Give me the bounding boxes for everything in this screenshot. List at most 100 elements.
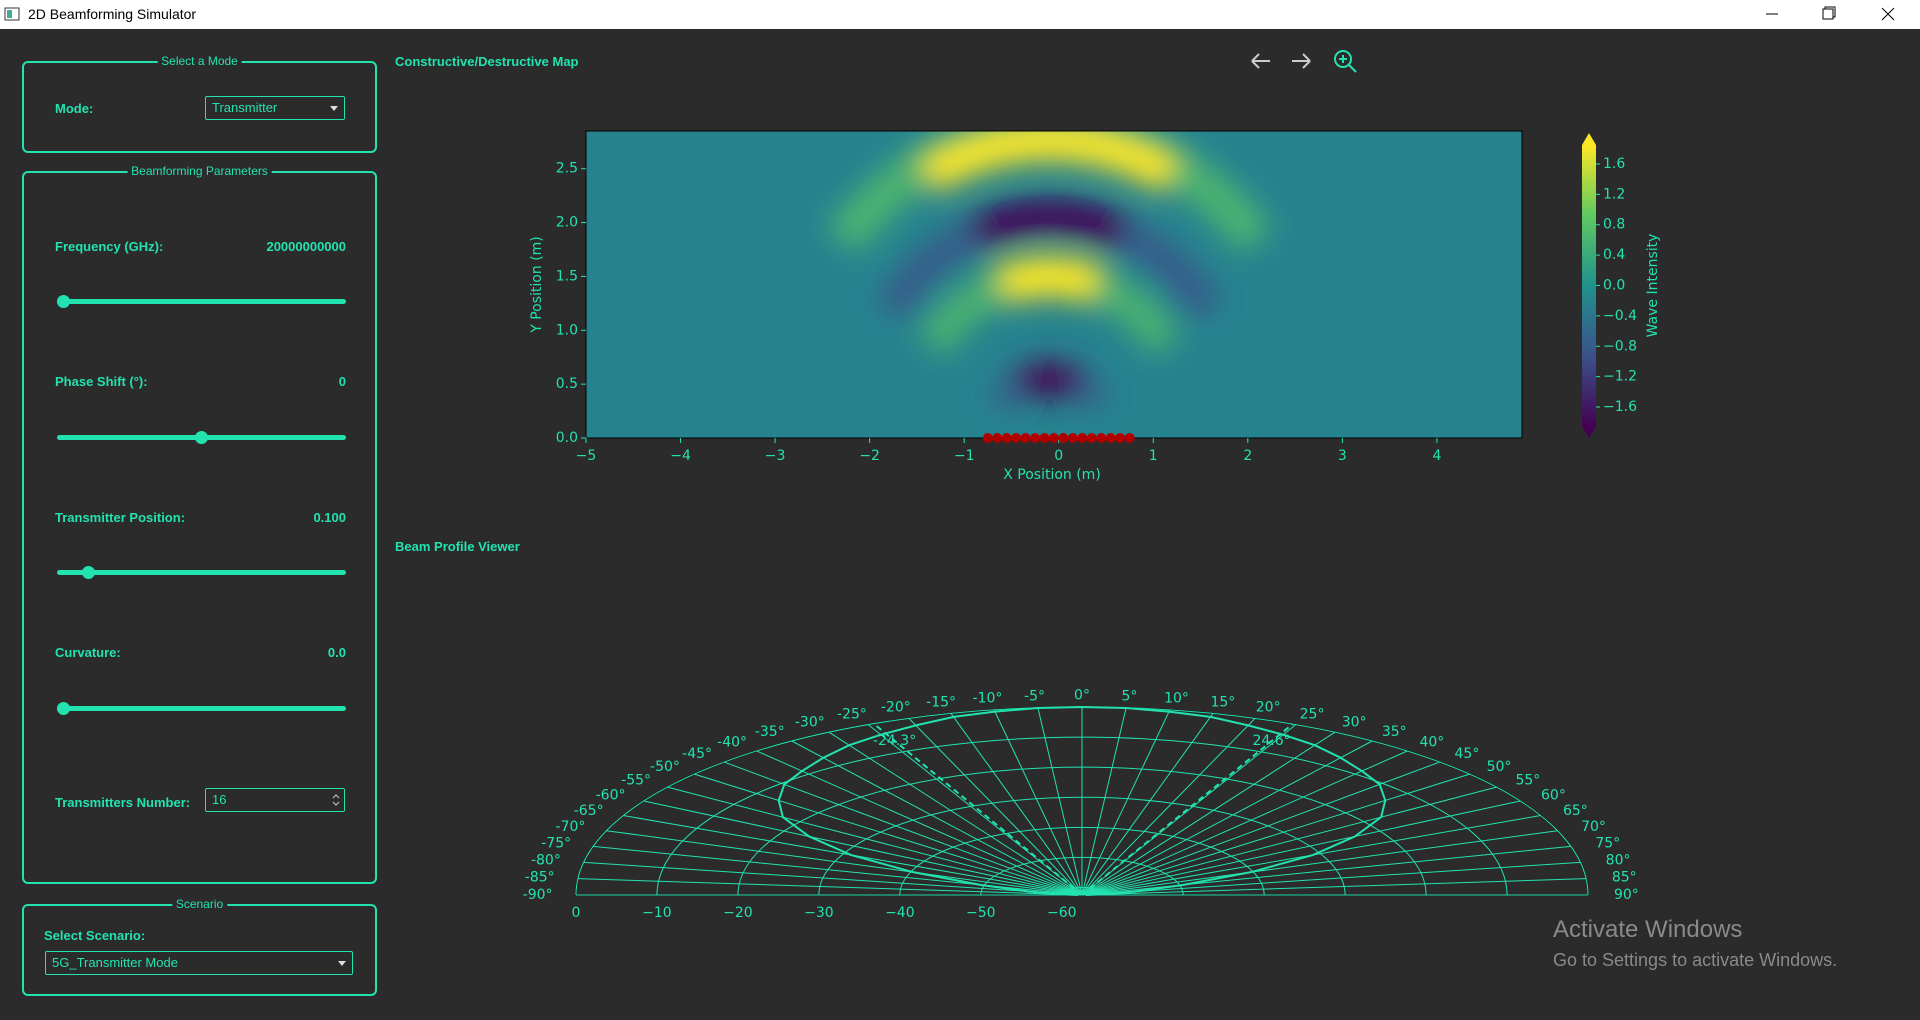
slider[interactable] <box>57 566 346 579</box>
radial-tick-label: −10 <box>642 905 672 921</box>
window-title: 2D Beamforming Simulator <box>28 6 197 22</box>
x-tick-label: 1 <box>1149 448 1158 464</box>
angle-grid-line <box>908 717 1083 896</box>
panel-title: Select a Mode <box>157 54 242 68</box>
angle-grid-line <box>1081 713 1214 896</box>
radial-grid-line <box>656 736 1508 896</box>
y-tick-label: 1.0 <box>556 322 578 338</box>
window-controls[interactable] <box>1750 0 1920 29</box>
back-button[interactable] <box>1251 53 1270 69</box>
x-tick-label: 0 <box>1054 448 1063 464</box>
angle-tick-label: 80° <box>1606 852 1631 868</box>
angle-grid-line <box>1037 707 1083 896</box>
transmitter <box>1020 433 1031 443</box>
angle-grid-line <box>667 786 1083 896</box>
radial-tick-label: −40 <box>885 905 915 921</box>
heatmap-band <box>993 256 1106 305</box>
angle-grid-line <box>583 861 1083 896</box>
x-tick-label: −4 <box>670 448 691 464</box>
angle-tick-label: -45° <box>682 746 712 762</box>
app-icon <box>4 7 20 21</box>
x-tick-label: 3 <box>1338 448 1347 464</box>
y-tick-label: 1.5 <box>556 268 578 284</box>
transmitter <box>1049 433 1059 443</box>
angle-grid-line <box>1081 773 1470 896</box>
combo-value: 5G_Transmitter Mode <box>52 955 178 970</box>
zoom-button[interactable] <box>1334 50 1357 73</box>
watermark-subtitle: Go to Settings to activate Windows. <box>1553 950 1838 970</box>
transmitter <box>1058 433 1069 443</box>
angle-tick-label: 40° <box>1419 734 1444 750</box>
x-tick-label: −1 <box>954 448 975 464</box>
angle-grid-line <box>950 713 1083 896</box>
angle-tick-label: 90° <box>1614 887 1639 903</box>
x-tick-label: −3 <box>765 448 786 464</box>
scenario-panel: Scenario Select Scenario: 5G_Transmitter… <box>22 897 377 996</box>
panel-title: Scenario <box>171 897 228 911</box>
watermark-title: Activate Windows <box>1553 916 1743 943</box>
transmitter <box>1039 433 1050 443</box>
radial-grid-line <box>899 826 1265 896</box>
angle-tick-label: 10° <box>1164 691 1189 707</box>
colorbar-tick-label: 1.2 <box>1603 186 1625 202</box>
angle-tick-label: -85° <box>525 870 555 886</box>
transmitter <box>1086 433 1097 443</box>
param-label: Frequency (GHz): <box>55 239 164 254</box>
forward-button[interactable] <box>1292 53 1311 69</box>
colorbar-tick-label: 0.0 <box>1603 278 1625 294</box>
angle-tick-label: 35° <box>1382 724 1407 740</box>
angle-tick-label: 25° <box>1300 706 1325 722</box>
x-tick-label: 4 <box>1432 448 1441 464</box>
panel-title: Beamforming Parameters <box>127 164 272 178</box>
angle-tick-label: 55° <box>1515 773 1540 789</box>
angle-tick-label: -15° <box>926 695 956 711</box>
transmitter <box>1115 433 1126 443</box>
slider[interactable] <box>57 295 346 308</box>
steering-line <box>873 722 1083 896</box>
param-value: 0.100 <box>313 510 346 525</box>
steering-label: 24.6° <box>1252 733 1290 749</box>
heatmap-band <box>1014 361 1085 402</box>
colorbar-tick-label: −1.2 <box>1603 369 1637 385</box>
angle-grid-line <box>1081 861 1581 896</box>
mode-combobox[interactable]: Transmitter <box>205 96 345 120</box>
transmitter <box>1077 433 1088 443</box>
angle-grid-line <box>606 830 1083 896</box>
angle-grid-line <box>756 750 1083 896</box>
angle-tick-label: 65° <box>1563 803 1588 819</box>
param-label: Curvature: <box>55 645 121 660</box>
x-tick-label: 2 <box>1243 448 1252 464</box>
slider[interactable] <box>57 431 346 444</box>
transmitter <box>1030 433 1041 443</box>
transmitters-spinbox[interactable]: 16 <box>205 788 345 812</box>
angle-grid-line <box>643 800 1083 896</box>
mode-label: Mode: <box>55 101 94 116</box>
steering-label: -24.3° <box>873 733 916 749</box>
title-bar: 2D Beamforming Simulator <box>0 0 1920 29</box>
transmitter <box>1067 433 1078 443</box>
heatmap-blobs <box>826 131 1272 413</box>
radial-tick-label: −60 <box>1047 905 1077 921</box>
angle-grid-line <box>1081 717 1256 896</box>
angle-tick-label: -55° <box>621 773 651 789</box>
colorbar-extend <box>1582 133 1596 145</box>
transmitter <box>1001 433 1012 443</box>
angle-tick-label: -35° <box>755 724 785 740</box>
x-tick-label: −5 <box>576 448 597 464</box>
param-value: 20000000000 <box>266 239 346 254</box>
angle-tick-label: 20° <box>1256 700 1281 716</box>
transmitter <box>982 433 993 443</box>
heatmap-band <box>826 131 1272 253</box>
section-title: Constructive/Destructive Map <box>395 54 579 69</box>
colorbar-tick-label: 0.4 <box>1603 247 1625 263</box>
angle-tick-label: -90° <box>523 887 553 903</box>
spin-value: 16 <box>212 792 227 807</box>
slider[interactable] <box>57 702 346 715</box>
colorbar-label: Wave Intensity <box>1645 234 1661 338</box>
angle-grid-line <box>791 740 1083 896</box>
angle-grid-line <box>993 709 1083 896</box>
scenario-combobox[interactable]: 5G_Transmitter Mode <box>45 951 353 975</box>
transmitter <box>1011 433 1022 443</box>
angle-grid-line <box>1081 830 1558 896</box>
